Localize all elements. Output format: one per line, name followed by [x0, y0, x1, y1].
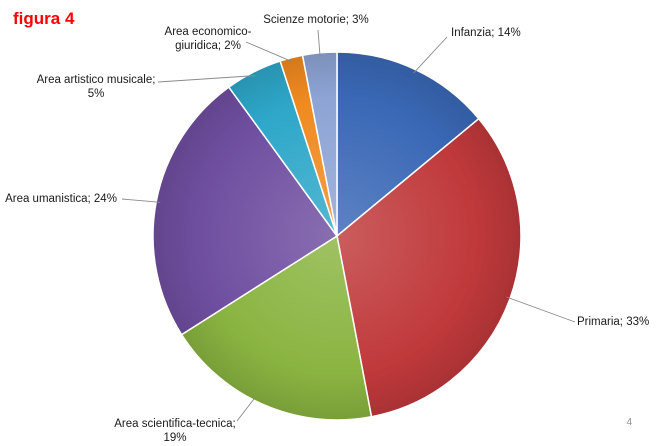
- leader-line-1: [413, 36, 448, 74]
- leader-line-4: [121, 198, 161, 203]
- pie-slices: [152, 51, 522, 421]
- slice-label-1: Infanzia; 14%: [451, 27, 521, 39]
- slice-label-7: Scienze motorie; 3%: [263, 14, 368, 26]
- slice-label-5: Area artistico musicale; 5%: [37, 74, 156, 100]
- page-number: 4: [626, 417, 632, 428]
- slice-label-line: 19%: [163, 432, 186, 444]
- slice-label-line: Area artistico musicale;: [37, 74, 156, 86]
- leader-line-6: [245, 41, 293, 63]
- slice-label-line: giuridica; 2%: [175, 40, 241, 52]
- slice-label-2: Primaria; 33%: [577, 316, 649, 328]
- leader-line-2: [506, 296, 576, 323]
- leader-lines: [121, 29, 576, 422]
- leader-line-5: [157, 75, 256, 83]
- slice-label-line: Area scientifica-tecnica;: [114, 418, 235, 430]
- slice-label-line: Infanzia; 14%: [451, 27, 521, 39]
- pie-slice-1: [336, 51, 480, 237]
- pie-slice-3: [180, 235, 373, 421]
- slice-label-line: Area economico-: [165, 26, 252, 38]
- slice-label-line: 5%: [88, 88, 105, 100]
- slice-labels: Infanzia; 14% Primaria; 33% Area scientifi…: [5, 14, 649, 444]
- slice-label-line: Scienze motorie; 3%: [263, 14, 368, 26]
- slice-label-4: Area umanistica; 24%: [5, 193, 117, 205]
- leader-line-7: [317, 29, 321, 57]
- figure-label: figura 4: [13, 9, 75, 28]
- slice-label-3: Area scientifica-tecnica; 19%: [114, 418, 235, 444]
- slice-label-line: Area umanistica; 24%: [5, 193, 117, 205]
- leader-line-3: [236, 396, 257, 422]
- slice-label-6: Area economico-giuridica; 2%: [165, 26, 252, 52]
- slice-label-line: Primaria; 33%: [577, 316, 649, 328]
